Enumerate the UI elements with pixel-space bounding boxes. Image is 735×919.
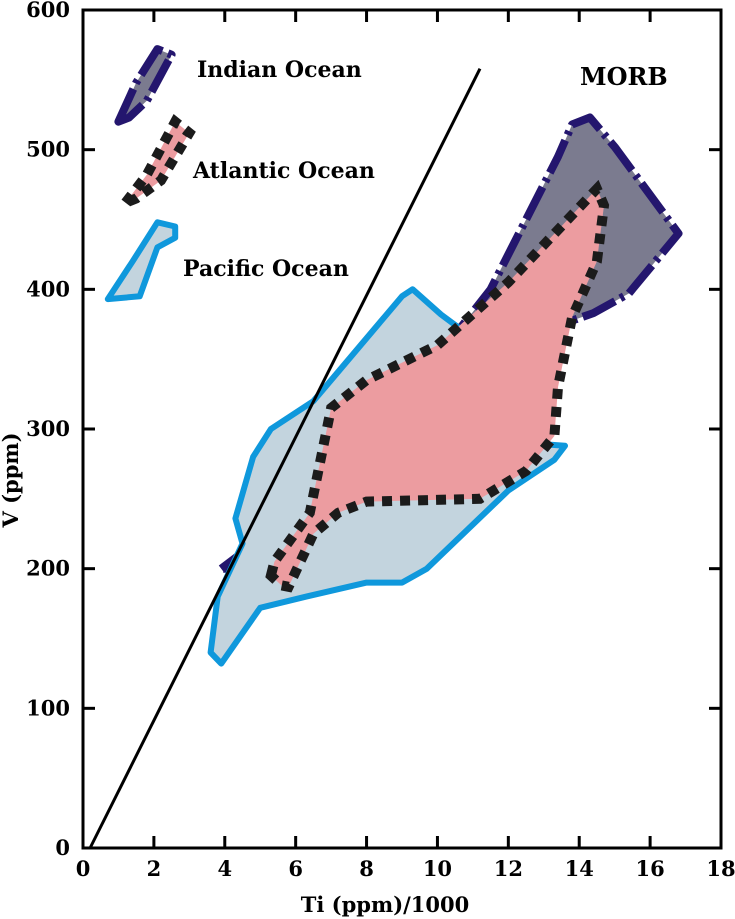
y-tick-label: 300 bbox=[26, 416, 70, 441]
reference-line-layer bbox=[88, 67, 482, 849]
legend-label-atlantic: Atlantic Ocean bbox=[192, 158, 375, 184]
x-tick-label: 8 bbox=[359, 856, 374, 881]
x-tick-label: 16 bbox=[635, 856, 664, 881]
y-tick-label: 100 bbox=[26, 695, 70, 720]
x-tick-label: 14 bbox=[565, 856, 594, 881]
x-tick-label: 4 bbox=[217, 856, 232, 881]
x-tick-label: 2 bbox=[147, 856, 162, 881]
x-tick-label: 10 bbox=[423, 856, 452, 881]
y-tick-label: 200 bbox=[26, 556, 70, 581]
x-axis-title: Ti (ppm)/1000 bbox=[301, 892, 470, 917]
y-axis-title: V (ppm) bbox=[0, 432, 23, 528]
region-label-morb: MORB bbox=[580, 62, 668, 91]
x-tick-label: 18 bbox=[706, 856, 735, 881]
ticks-layer: 0 2 4 6 8 10 12 14 16 18 0 100 200 300 400 500 600 bbox=[26, 0, 735, 881]
legend-swatch-indian-ocean bbox=[114, 45, 176, 126]
x-tick-label: 12 bbox=[494, 856, 523, 881]
y-tick-label: 500 bbox=[26, 137, 70, 162]
legend-swatch-pacific-ocean bbox=[104, 219, 179, 303]
fields-layer bbox=[207, 113, 683, 667]
reference-line bbox=[88, 67, 482, 849]
y-tick-label: 0 bbox=[55, 835, 70, 860]
x-tick-label: 6 bbox=[288, 856, 303, 881]
field-atlantic-ocean bbox=[265, 179, 610, 593]
y-tick-label: 400 bbox=[26, 276, 70, 301]
legend-label-pacific: Pacific Ocean bbox=[183, 256, 349, 282]
legend-label-indian: Indian Ocean bbox=[197, 57, 362, 83]
legend-swatch-atlantic-ocean bbox=[110, 114, 196, 214]
x-tick-label: 0 bbox=[76, 856, 91, 881]
legend-swatches bbox=[104, 45, 196, 303]
y-tick-label: 600 bbox=[26, 0, 70, 22]
